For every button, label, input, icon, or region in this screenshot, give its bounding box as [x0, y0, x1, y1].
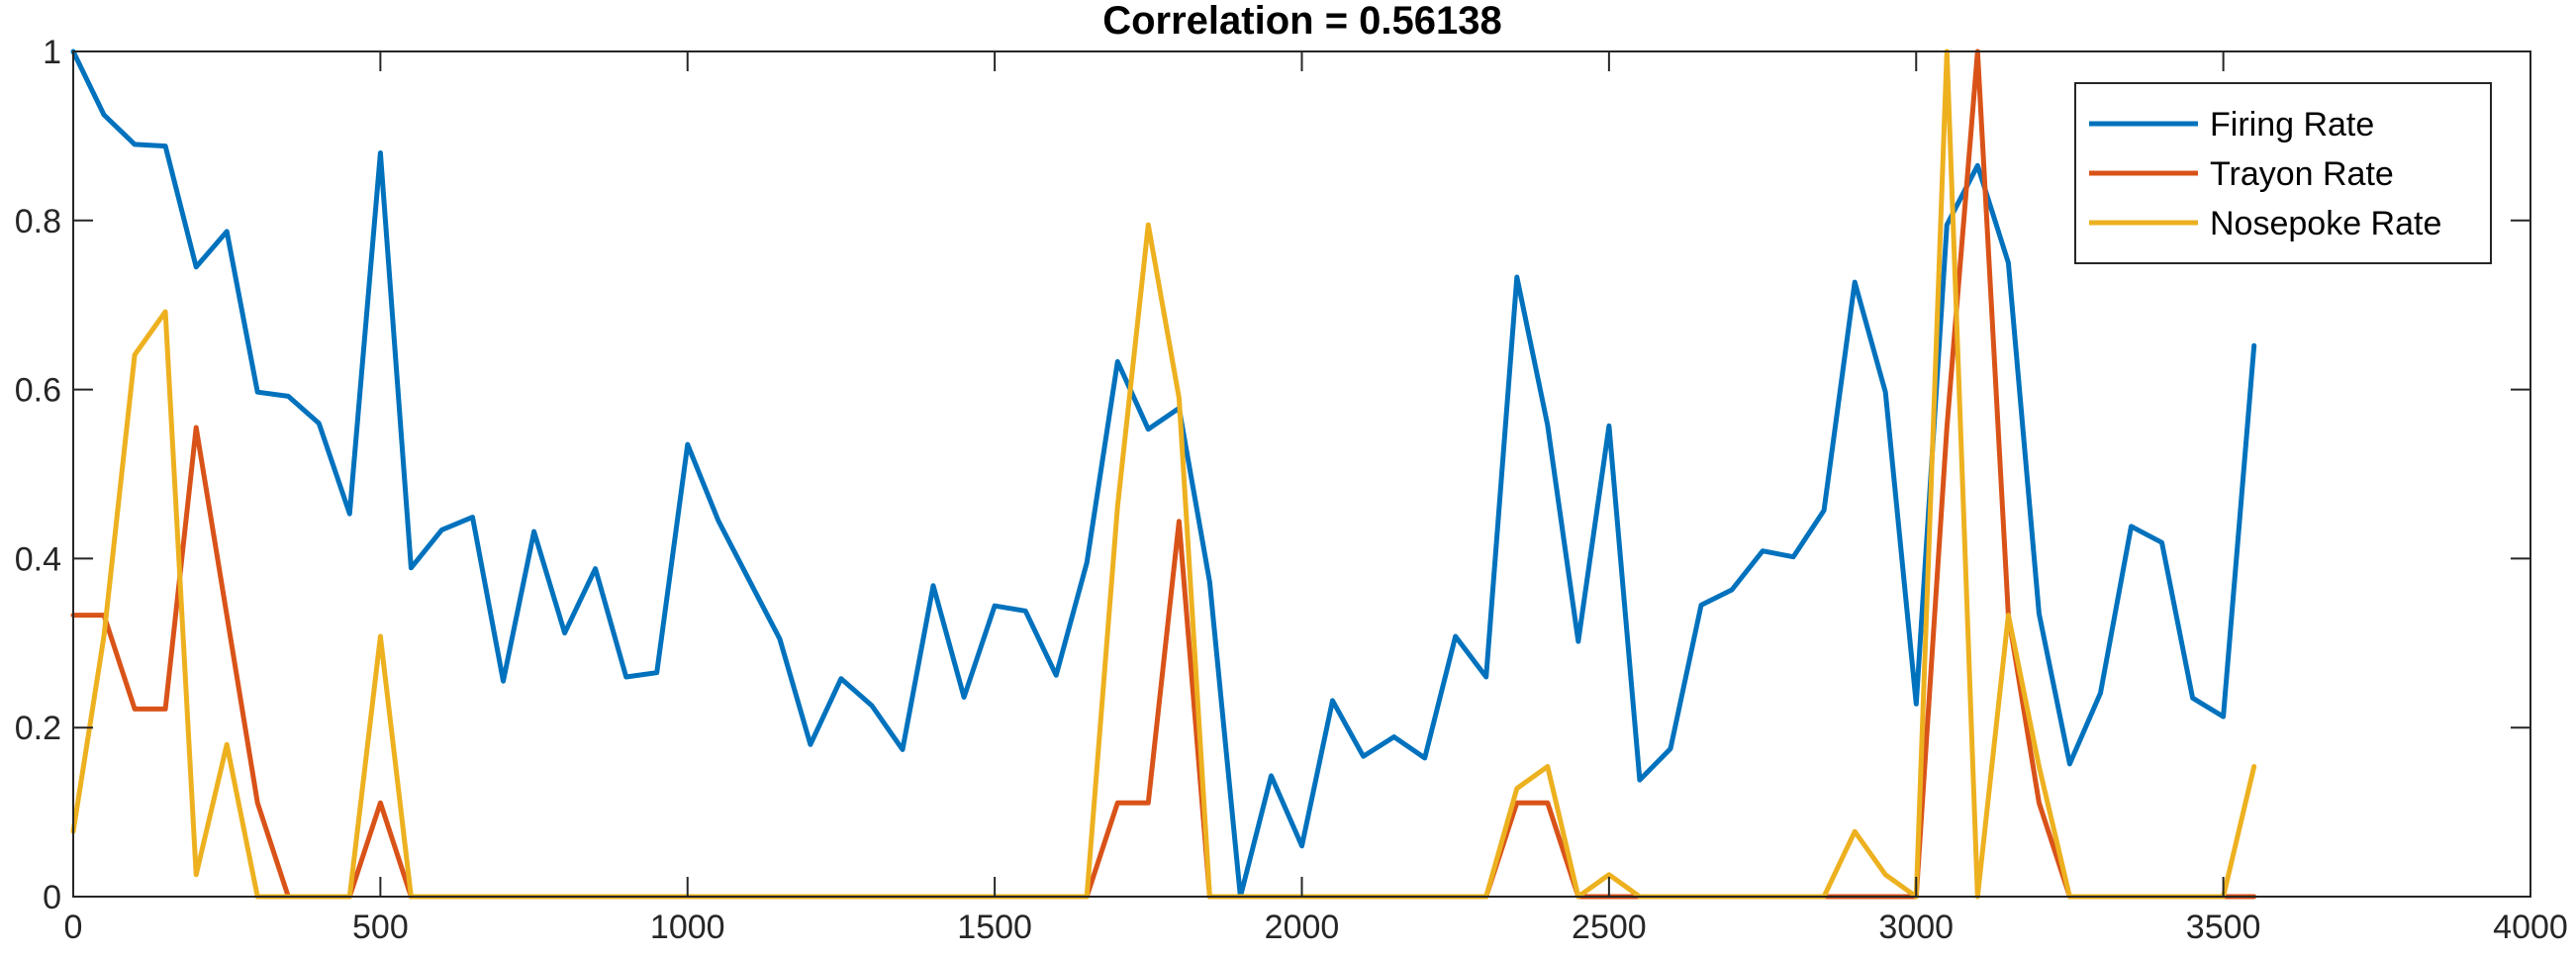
series-line-1 — [70, 48, 2257, 900]
tick-layer: 0 500 1000 1500 2000 2500 3000 3500 4000 0 0.2 0.4 0… — [15, 34, 2568, 946]
x-tick-label: 1500 — [957, 909, 1032, 946]
legend-label-3: Nosepoke Rate — [2210, 205, 2441, 242]
legend-label-1: Firing Rate — [2210, 106, 2374, 144]
x-tick-label: 500 — [352, 909, 409, 946]
y-tick-label: 1 — [43, 34, 61, 71]
legend: Firing Rate Trayon Rate Nosepoke Rate — [2074, 82, 2492, 264]
x-tick-label: 3500 — [2186, 909, 2261, 946]
x-tick-label: 2500 — [1572, 909, 1647, 946]
x-tick-label: 2000 — [1265, 909, 1340, 946]
y-tick-label: 0.2 — [15, 710, 61, 747]
y-tick-label: 0.6 — [15, 372, 61, 410]
y-tick-label: 0.8 — [15, 203, 61, 240]
series-line-2 — [70, 48, 2257, 900]
y-tick-label: 0.4 — [15, 540, 61, 578]
series-layer — [70, 48, 2257, 900]
chart-title: Correlation = 0.56138 — [1102, 0, 1502, 43]
x-tick-label: 1000 — [650, 909, 725, 946]
legend-label-2: Trayon Rate — [2210, 155, 2394, 193]
x-tick-label: 4000 — [2493, 909, 2568, 946]
x-tick-label: 3000 — [1878, 909, 1954, 946]
x-tick-label: 0 — [64, 909, 83, 946]
y-tick-label: 0 — [43, 879, 61, 916]
